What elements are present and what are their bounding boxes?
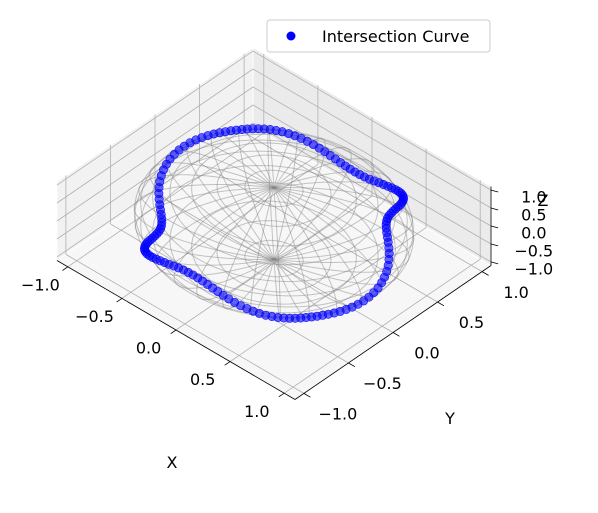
y-tick (392, 332, 400, 337)
intersection-curve-points (140, 124, 408, 323)
sphere-longitude-line (273, 187, 410, 273)
sphere-longitude-line (196, 187, 275, 301)
sphere-latitude-line (216, 154, 332, 227)
gridline-z-back (252, 68, 492, 209)
x-tick (278, 392, 285, 398)
gridline-y-floor (65, 254, 305, 394)
sphere-latitude-line (216, 220, 332, 293)
sphere-longitude-line (273, 187, 310, 319)
gridline-y-floor (243, 132, 483, 272)
sphere-longitude-line (273, 186, 414, 260)
sphere-longitude-line (273, 187, 281, 319)
sphere-longitude-line (238, 128, 275, 260)
y-tick (348, 362, 356, 368)
y-tick (481, 271, 489, 276)
sphere-latitude-line (191, 200, 357, 305)
x-tick (224, 361, 231, 366)
sphere-longitude-line (273, 146, 352, 260)
x-tick-label: 0.0 (136, 339, 161, 358)
legend-box (266, 19, 491, 53)
y-tick-label: 1.0 (503, 283, 528, 302)
y-tick-label: −0.5 (363, 374, 402, 393)
gridline-z-left (56, 104, 254, 240)
z-tick (490, 207, 499, 211)
y-tick-label: 0.0 (414, 344, 439, 363)
legend-marker (286, 31, 296, 41)
z-tick-label: 0.5 (521, 205, 546, 224)
z-tick-label: −1.0 (514, 259, 553, 278)
z-tick-label: 1.0 (521, 188, 546, 207)
sphere-longitude-line (273, 187, 399, 285)
sphere-longitude-line (149, 162, 275, 260)
sphere-longitude-line (273, 187, 415, 263)
x-tick-label: −1.0 (21, 275, 60, 294)
legend-label: Intersection Curve (322, 27, 469, 46)
sphere-latitude-line (244, 239, 304, 278)
x-tick (170, 329, 177, 335)
sphere-longitude-line (210, 133, 275, 260)
sphere-longitude-line (134, 187, 275, 261)
z-tick (490, 243, 499, 247)
z-tick-label: −0.5 (514, 241, 553, 260)
gridline-y-floor (110, 223, 349, 364)
sphere-longitude-line (133, 184, 275, 260)
gridline-z-left (56, 68, 254, 204)
gridline-y-floor (199, 162, 438, 303)
gridline-z-left (56, 86, 254, 222)
z-tick (490, 189, 499, 193)
gridline-z-back (252, 86, 492, 227)
z-tick (490, 225, 499, 229)
legend: Intersection Curve (266, 19, 491, 53)
sphere-longitude-line (222, 187, 275, 310)
gridline-z-back (252, 50, 492, 191)
sphere-longitude-line (273, 187, 338, 314)
sphere-latitude-line (191, 142, 357, 247)
gridline-z-left (56, 50, 254, 186)
z-axis-label: Z (538, 191, 549, 210)
y-axis-label: Y (444, 409, 455, 428)
gridline-z-left (56, 122, 254, 258)
x-axis-label: X (167, 453, 178, 472)
x-tick-label: 1.0 (244, 402, 269, 421)
gridline-z-back (252, 104, 492, 245)
x-tick-label: −0.5 (75, 307, 114, 326)
x-tick (116, 298, 123, 303)
z-tick (490, 261, 499, 265)
y-tick-label: −1.0 (318, 405, 357, 424)
axis-ticks: −1.0−0.50.00.51.0 −1.0−0.50.00.51.0−1.0−0… (21, 188, 553, 424)
x-tick (62, 266, 69, 271)
y-tick (437, 301, 445, 307)
sphere-longitude-line (273, 137, 326, 260)
sphere-longitude-line (267, 128, 275, 260)
sphere-longitude-line (173, 187, 275, 289)
sphere-latitude-line (244, 169, 304, 208)
gridline-z-back (252, 122, 492, 263)
z-tick-label: 0.0 (521, 223, 546, 242)
sphere-longitude-line (273, 158, 375, 260)
sphere-longitude-line (138, 174, 275, 260)
y-tick (303, 393, 311, 398)
curve-point (261, 310, 271, 320)
y-tick-label: 0.5 (459, 313, 484, 332)
x-tick-label: 0.5 (190, 370, 215, 389)
